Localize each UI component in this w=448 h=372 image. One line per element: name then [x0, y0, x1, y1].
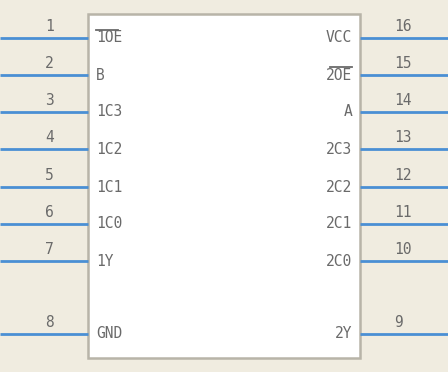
Text: 13: 13 — [394, 130, 412, 145]
Text: GND: GND — [96, 327, 122, 341]
Text: 2C3: 2C3 — [326, 141, 352, 157]
Text: 9: 9 — [394, 315, 403, 330]
Text: 3: 3 — [45, 93, 54, 108]
Text: 1: 1 — [45, 19, 54, 34]
Text: 1C3: 1C3 — [96, 105, 122, 119]
Text: B: B — [96, 67, 105, 83]
Text: 2C1: 2C1 — [326, 217, 352, 231]
Text: 14: 14 — [394, 93, 412, 108]
Text: 1C0: 1C0 — [96, 217, 122, 231]
Text: VCC: VCC — [326, 31, 352, 45]
Bar — [88, 14, 360, 358]
Text: 2: 2 — [45, 56, 54, 71]
Text: 1C2: 1C2 — [96, 141, 122, 157]
Text: 7: 7 — [45, 242, 54, 257]
Text: 16: 16 — [394, 19, 412, 34]
Text: 1OE: 1OE — [96, 31, 122, 45]
Text: 2C2: 2C2 — [326, 180, 352, 195]
Text: 5: 5 — [45, 168, 54, 183]
Text: 1Y: 1Y — [96, 253, 113, 269]
Text: 2C0: 2C0 — [326, 253, 352, 269]
Text: 4: 4 — [45, 130, 54, 145]
Text: 11: 11 — [394, 205, 412, 220]
Text: 10: 10 — [394, 242, 412, 257]
Text: 12: 12 — [394, 168, 412, 183]
Text: A: A — [343, 105, 352, 119]
Text: 2OE: 2OE — [326, 67, 352, 83]
Text: 8: 8 — [45, 315, 54, 330]
Text: 1C1: 1C1 — [96, 180, 122, 195]
Text: 15: 15 — [394, 56, 412, 71]
Text: 2Y: 2Y — [335, 327, 352, 341]
Text: 6: 6 — [45, 205, 54, 220]
